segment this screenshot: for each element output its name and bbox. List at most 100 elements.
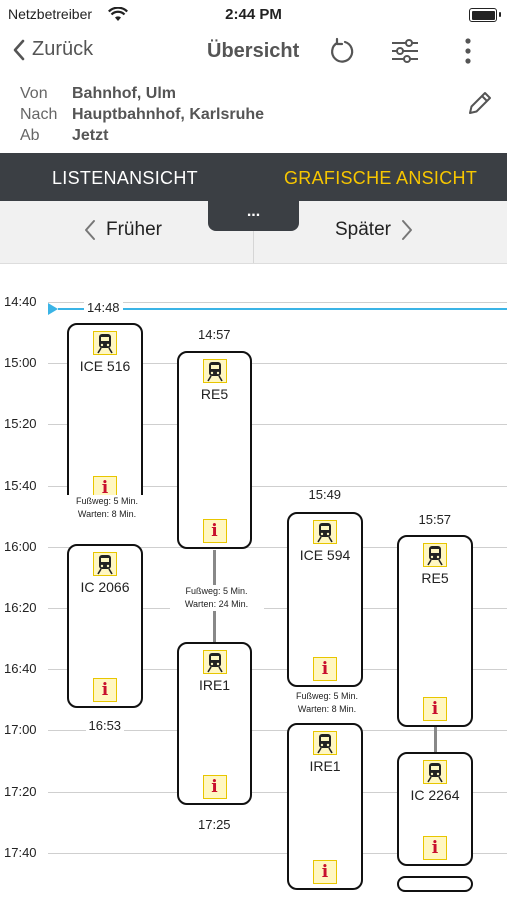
train-icon — [97, 334, 113, 354]
departure-time-label: 15:57 — [415, 512, 455, 527]
hour-gridline — [48, 302, 507, 303]
wifi-icon — [108, 7, 128, 21]
carrier-name: Netzbetreiber — [8, 6, 93, 22]
later-label: Später — [335, 219, 391, 240]
train-name: IRE1 — [309, 758, 341, 774]
info-icon[interactable]: i — [93, 678, 117, 702]
journey-leg[interactable]: IC 2264 i — [397, 752, 473, 866]
train-icon — [317, 523, 333, 543]
time-pager: Früher Später ... — [0, 201, 507, 264]
route-summary: Von Bahnhof, Ulm Nach Hauptbahnhof, Karl… — [20, 83, 264, 146]
battery-icon — [469, 8, 497, 22]
walk-time: Fußweg: 5 Min. — [185, 586, 248, 596]
battery-tip — [499, 12, 501, 17]
journey-leg[interactable]: ICE 594 i — [287, 512, 363, 687]
train-name: RE5 — [200, 386, 229, 402]
page-title: Übersicht — [207, 40, 300, 62]
journey-leg[interactable]: RE5 i — [397, 535, 473, 727]
tab-list-view[interactable]: LISTENANSICHT — [52, 168, 198, 188]
pager-divider — [253, 201, 254, 263]
train-icon-box — [313, 520, 337, 544]
tab-graphic-view[interactable]: GRAFISCHE ANSICHT — [284, 168, 478, 188]
journey-leg-partial[interactable] — [397, 876, 473, 892]
earlier-label: Früher — [106, 219, 162, 240]
train-icon-box — [313, 731, 337, 755]
train-icon-box — [423, 543, 447, 567]
filter-sliders-icon[interactable] — [390, 36, 420, 66]
hour-gridline — [48, 669, 507, 671]
hour-label: 16:40 — [4, 661, 37, 677]
info-icon[interactable]: i — [423, 697, 447, 721]
train-name: IRE1 — [198, 677, 231, 693]
transfer-note: Fußweg: 5 Min. Warten: 8 Min. — [60, 495, 154, 521]
hour-label: 15:20 — [4, 416, 37, 432]
arrival-time-label: 17:25 — [195, 817, 234, 832]
back-label: Zurück — [32, 38, 94, 60]
hour-label: 17:20 — [4, 783, 37, 799]
info-icon[interactable]: i — [423, 836, 447, 860]
transfer-note: Fußweg: 5 Min. Warten: 8 Min. — [280, 690, 374, 716]
journey-leg[interactable]: IRE1 i — [287, 723, 363, 890]
info-icon[interactable]: i — [313, 860, 337, 884]
hour-label: 15:00 — [4, 355, 37, 371]
info-icon[interactable]: i — [313, 657, 337, 681]
train-name: ICE 516 — [79, 358, 131, 374]
chevron-right-icon — [401, 220, 412, 240]
train-icon — [427, 546, 443, 566]
transfer-connector — [433, 727, 437, 752]
hour-label: 16:20 — [4, 600, 37, 615]
nav-bar: Zurück Übersicht — [0, 30, 507, 76]
hour-gridline — [48, 546, 507, 548]
chevron-left-icon — [13, 39, 25, 60]
walk-time: Fußweg: 5 Min. — [295, 691, 359, 701]
hour-label: 15:40 — [4, 477, 37, 493]
wait-time: Warten: 24 Min. — [184, 599, 249, 609]
hour-gridline — [48, 608, 507, 609]
departure-value: Jetzt — [72, 127, 109, 144]
chevron-left-icon — [85, 220, 95, 240]
train-name: ICE 594 — [299, 547, 351, 563]
back-button[interactable]: Zurück — [12, 38, 93, 61]
train-icon — [206, 653, 223, 673]
train-name: IC 2066 — [80, 579, 130, 595]
train-icon — [97, 555, 113, 575]
from-value: Bahnhof, Ulm — [72, 85, 176, 102]
walk-time: Fußweg: 5 Min. — [75, 496, 139, 506]
info-icon[interactable]: i — [202, 519, 227, 543]
hour-gridline — [48, 424, 507, 426]
journey-leg[interactable]: IRE1 i — [177, 642, 252, 805]
train-icon — [206, 362, 223, 382]
journey-leg[interactable]: ICE 516 i — [67, 323, 143, 506]
later-button[interactable]: Später — [335, 219, 413, 241]
arrival-time-label: 16:53 — [85, 718, 125, 733]
current-time-label: 14:48 — [84, 300, 123, 315]
wait-time: Warten: 8 Min. — [297, 704, 357, 714]
hour-gridline — [48, 485, 507, 487]
more-vertical-icon[interactable] — [462, 36, 474, 68]
edit-pencil-icon[interactable] — [465, 88, 495, 118]
status-bar: Netzbetreiber 2:44 PM — [0, 0, 507, 30]
train-name: IC 2264 — [410, 787, 460, 803]
hour-label: 17:00 — [4, 722, 37, 738]
info-icon[interactable]: i — [202, 775, 227, 799]
journey-leg[interactable]: IC 2066 i — [67, 544, 143, 708]
train-icon-box — [202, 650, 227, 674]
to-value: Hauptbahnhof, Karlsruhe — [72, 106, 265, 123]
train-icon-box — [202, 359, 227, 383]
earlier-button[interactable]: Früher — [84, 219, 162, 241]
departure-time-label: 14:57 — [195, 327, 234, 342]
current-time-marker — [48, 303, 58, 315]
train-icon-box — [93, 552, 117, 576]
train-icon-box — [423, 760, 447, 784]
refresh-icon[interactable] — [328, 36, 356, 66]
transfer-note: Fußweg: 5 Min. Warten: 24 Min. — [169, 585, 264, 611]
departure-label: Ab — [20, 127, 40, 144]
status-time: 2:44 PM — [225, 6, 282, 23]
more-tab-handle[interactable]: ... — [208, 201, 299, 231]
train-icon — [317, 734, 333, 754]
journey-leg[interactable]: RE5 i — [177, 351, 252, 549]
hour-gridline — [48, 791, 507, 793]
hour-label: 14:40 — [4, 294, 37, 309]
hour-label: 16:00 — [4, 538, 37, 554]
to-label: Nach — [20, 106, 58, 123]
